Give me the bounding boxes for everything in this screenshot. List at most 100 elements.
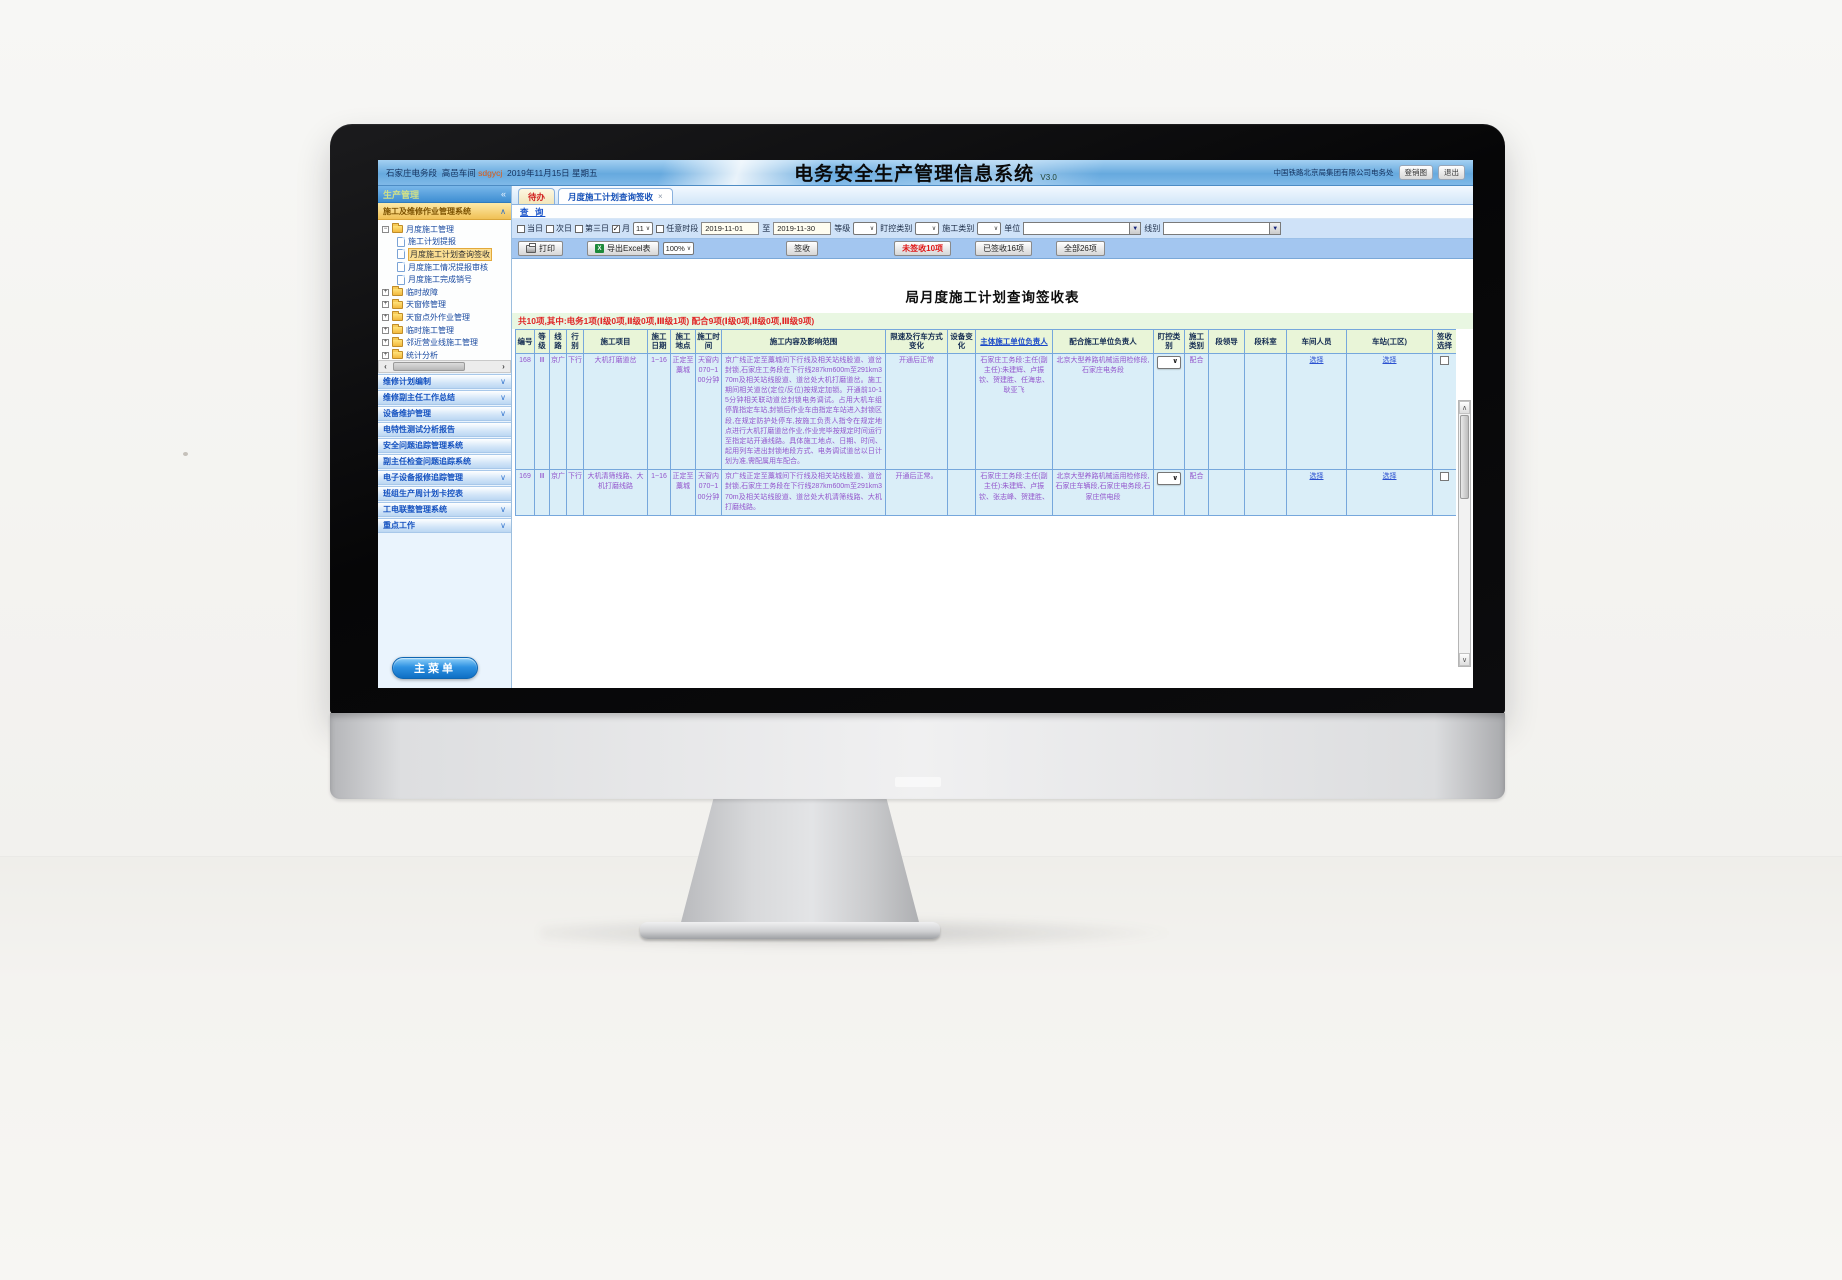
dropdown-arrow-icon[interactable]: ▼: [1129, 223, 1141, 234]
line-select[interactable]: ▼: [1163, 222, 1282, 235]
checkbox-nextday[interactable]: 次日: [546, 223, 572, 234]
export-excel-button[interactable]: X 导出Excel表: [587, 241, 659, 256]
tree-toggle-icon[interactable]: +: [382, 288, 389, 296]
chevron-up-icon[interactable]: ∧: [500, 206, 506, 216]
month-select[interactable]: 11 ∨: [633, 222, 654, 235]
sign-checkbox[interactable]: [1440, 472, 1449, 482]
checkbox-icon[interactable]: [517, 224, 525, 233]
choose-link[interactable]: 选择: [1309, 473, 1324, 481]
tree-folder-item[interactable]: + 天窗点外作业管理: [382, 311, 470, 322]
chevron-down-icon: ∨: [500, 505, 506, 514]
checkbox-icon[interactable]: [656, 224, 665, 233]
chevron-down-icon: ∨: [500, 377, 506, 386]
sidebar-panel-header[interactable]: 施工及维修作业管理系统 ∧: [378, 203, 511, 220]
checkbox-thirdday[interactable]: 第三日: [575, 223, 609, 234]
choose-link[interactable]: 选择: [1309, 356, 1324, 364]
tree-toggle-icon[interactable]: +: [382, 326, 389, 334]
print-button[interactable]: 打印: [518, 241, 563, 256]
accordion-item[interactable]: 设备维护管理 ∨: [378, 406, 511, 421]
sign-button[interactable]: 签收: [786, 241, 819, 256]
tree-folder-item[interactable]: + 统计分析: [382, 349, 438, 360]
accordion-item[interactable]: 副主任检查问题追踪系统: [378, 454, 511, 469]
sidebar-section-header[interactable]: 生产管理 «: [378, 186, 511, 203]
date-to-input[interactable]: 2019-11-30: [773, 222, 832, 235]
header-user-info: 石家庄电务段 高邑车间 sdgycj 2019年11月15日 星期五: [386, 167, 598, 179]
scrollbar-track[interactable]: [1459, 500, 1470, 653]
column-header: 行别: [566, 329, 584, 354]
zoom-select[interactable]: 100% ∨: [662, 242, 695, 255]
choose-link[interactable]: 选择: [1382, 356, 1397, 364]
table-cell: 正定至藁城: [670, 469, 696, 516]
tree-folder-item[interactable]: + 邻近营业线施工管理: [382, 336, 478, 348]
accordion-item[interactable]: 班组生产周计划卡控表: [378, 486, 511, 501]
tree-toggle-icon[interactable]: +: [382, 339, 389, 347]
accordion-item[interactable]: 重点工作 ∨: [378, 518, 511, 533]
checkbox-month[interactable]: ✓ 月: [612, 223, 630, 233]
query-link[interactable]: 查 询: [520, 206, 546, 217]
tree-leaf-item[interactable]: 月度施工计划查询签收: [382, 247, 509, 261]
unsigned-filter-button[interactable]: 未签收10项: [894, 241, 952, 256]
accordion-item[interactable]: 安全问题追踪管理系统: [378, 438, 511, 453]
scrollbar-thumb[interactable]: [393, 362, 465, 371]
checkbox-icon[interactable]: [546, 224, 554, 233]
scroll-up-icon[interactable]: ∧: [1459, 401, 1470, 414]
accordion-item[interactable]: 电子设备报修追踪管理 ∨: [378, 470, 511, 485]
all-filter-button[interactable]: 全部26项: [1055, 241, 1105, 256]
table-cell: 京广: [549, 352, 567, 471]
accordion-item[interactable]: 维修计划编制 ∨: [378, 374, 511, 389]
checkbox-custom-range[interactable]: 任意时段: [656, 223, 698, 234]
tree-leaf-item[interactable]: 月度施工完成销号: [382, 273, 509, 286]
tree-toggle-icon[interactable]: −: [382, 225, 389, 233]
tree-toggle-icon[interactable]: +: [382, 301, 389, 309]
accordion-item[interactable]: 电特性测试分析报告: [378, 422, 511, 437]
sign-checkbox[interactable]: [1440, 355, 1449, 365]
printer-icon: [526, 242, 536, 253]
date-from-input[interactable]: 2019-11-01: [701, 222, 760, 235]
tree-toggle-icon[interactable]: +: [382, 351, 389, 359]
column-header[interactable]: 主体施工单位负责人: [975, 329, 1053, 354]
choose-link[interactable]: 选择: [1382, 473, 1397, 481]
tab-monthly-plan[interactable]: 月度施工计划查询签收 ×: [558, 188, 673, 204]
checkbox-today[interactable]: 当日: [517, 223, 543, 234]
scroll-left-icon[interactable]: ‹: [384, 362, 387, 371]
sidebar-horizontal-scrollbar[interactable]: ‹ ›: [378, 360, 511, 373]
scroll-down-icon[interactable]: ∨: [1459, 653, 1470, 666]
accordion-item[interactable]: 工电联整管理系统 ∨: [378, 502, 511, 517]
level-select[interactable]: ∨: [853, 222, 878, 235]
watch-type-select[interactable]: ∨: [915, 222, 940, 235]
column-header: 施工项目: [583, 329, 648, 354]
checkbox-checked-icon[interactable]: ✓: [612, 223, 620, 233]
unit-label: 单位: [1004, 224, 1021, 233]
signed-filter-button[interactable]: 已签收16项: [975, 241, 1032, 256]
tree-toggle-icon[interactable]: +: [382, 313, 389, 321]
main-menu-button[interactable]: 主菜单: [392, 657, 478, 679]
map-button[interactable]: 登销图: [1398, 165, 1433, 180]
tree-folder-item[interactable]: + 临时施工管理: [382, 324, 454, 335]
tab-todo[interactable]: 待办: [518, 188, 556, 204]
tree-leaf-item[interactable]: 施工计划提报: [382, 236, 509, 249]
scroll-right-icon[interactable]: ›: [502, 362, 505, 371]
watch-type-cell-select[interactable]: ∨: [1157, 472, 1181, 486]
tree-folder-item[interactable]: + 天窗修管理: [382, 298, 446, 310]
table-cell: 京广: [549, 469, 567, 516]
collapse-icon[interactable]: «: [500, 189, 506, 199]
logout-button[interactable]: 退出: [1438, 165, 1465, 180]
tree-folder-item[interactable]: + 临时故障: [382, 286, 438, 297]
column-header: 设备变化: [947, 329, 976, 354]
scrollbar-thumb[interactable]: [1460, 415, 1469, 499]
accordion-item[interactable]: 维修副主任工作总结 ∨: [378, 390, 511, 405]
table-vertical-scrollbar[interactable]: ∧ ∨: [1458, 400, 1471, 667]
unit-select[interactable]: ▼: [1023, 222, 1142, 235]
app-version: V3.0: [1040, 173, 1057, 182]
watch-type-cell-select[interactable]: ∨: [1157, 355, 1181, 369]
close-tab-icon[interactable]: ×: [658, 192, 663, 201]
document-icon: [397, 249, 405, 260]
tree-folder-item[interactable]: − 月度施工管理: [382, 223, 454, 234]
tree-leaf-item[interactable]: 月度施工情况提报审核: [382, 261, 509, 274]
dropdown-arrow-icon[interactable]: ▼: [1269, 223, 1281, 234]
report-title: 局月度施工计划查询签收表: [905, 290, 1080, 305]
report-summary: 共10项,其中:电务1项(Ⅰ级0项,Ⅱ级0项,Ⅲ级1项) 配合9项(Ⅰ级0项,Ⅱ…: [512, 313, 1473, 329]
construction-type-select[interactable]: ∨: [977, 222, 1002, 235]
checkbox-icon[interactable]: [575, 224, 583, 233]
table-cell: 北京大型养路机械运用检修段,石家庄电务段: [1052, 352, 1154, 471]
